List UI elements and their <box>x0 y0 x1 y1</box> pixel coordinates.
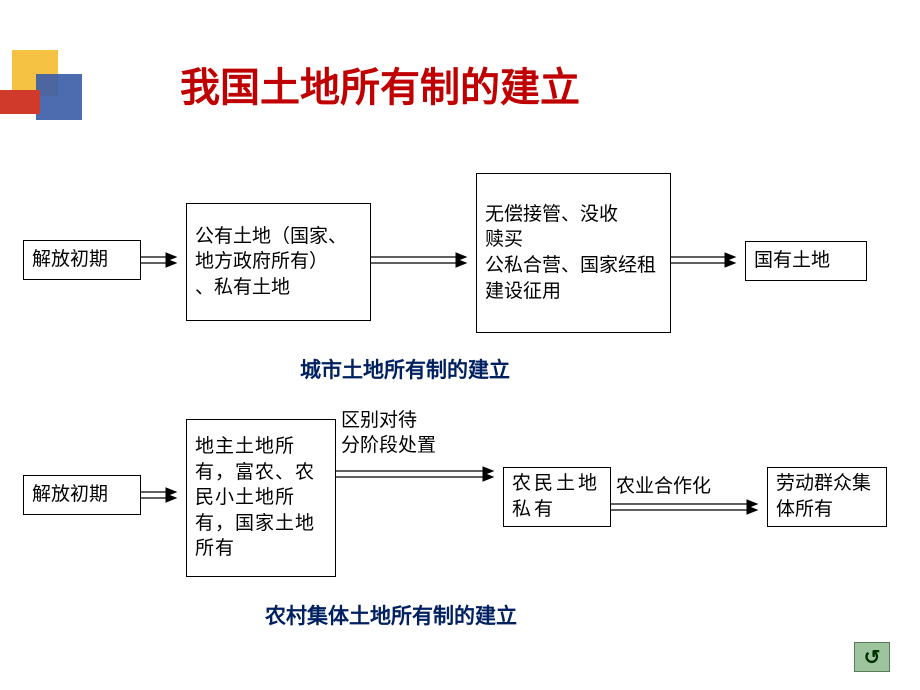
r1-arrow-2 <box>371 252 476 268</box>
r1-box-2-text: 公有土地（国家、地方政府所有） 、私有土地 <box>195 224 362 301</box>
r2-label-2: 农业合作化 <box>616 475 711 500</box>
r2-box-4-text: 劳动群众集体所有 <box>776 471 878 522</box>
back-button[interactable]: ↺ <box>854 642 890 672</box>
subtitle-rural: 农村集体土地所有制的建立 <box>265 600 517 630</box>
r1-box-1: 解放初期 <box>23 240 141 280</box>
deco-red <box>0 90 40 114</box>
r1-box-3: 无偿接管、没收 赎买 公私合营、国家经租 建设征用 <box>476 173 671 333</box>
r1-arrow-3 <box>671 252 745 268</box>
r1-box-3-text: 无偿接管、没收 赎买 公私合营、国家经租 建设征用 <box>485 202 656 305</box>
r2-box-2: 地主土地所有，富农、农民小土地所有，国家土地所有 <box>186 419 336 577</box>
page-title: 我国土地所有制的建立 <box>180 55 580 113</box>
r2-arrow-3 <box>611 499 767 515</box>
r1-box-4-text: 国有土地 <box>754 248 830 274</box>
r2-box-2-text: 地主土地所有，富农、农民小土地所有，国家土地所有 <box>195 434 327 562</box>
subtitle-urban: 城市土地所有制的建立 <box>300 354 510 384</box>
deco-blue <box>36 74 82 120</box>
r2-box-1: 解放初期 <box>23 475 141 515</box>
r2-label-1: 区别对待 分阶段处置 <box>341 409 436 458</box>
back-icon: ↺ <box>864 645 881 670</box>
r1-box-1-text: 解放初期 <box>32 247 108 273</box>
r1-box-4: 国有土地 <box>745 241 867 281</box>
r2-box-4: 劳动群众集体所有 <box>767 467 887 527</box>
r2-box-1-text: 解放初期 <box>32 482 108 508</box>
r2-box-3-text: 农民土地私有 <box>512 471 602 522</box>
r1-box-2: 公有土地（国家、地方政府所有） 、私有土地 <box>186 203 371 321</box>
r1-arrow-1 <box>141 252 186 268</box>
r2-box-3: 农民土地私有 <box>503 467 611 527</box>
r2-arrow-2 <box>336 466 503 482</box>
r2-arrow-1 <box>141 487 186 503</box>
